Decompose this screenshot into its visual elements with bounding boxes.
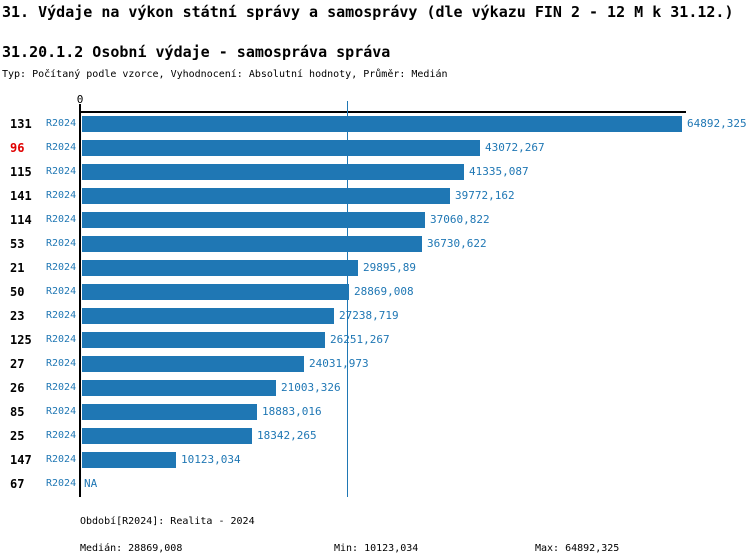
row-period-label: R2024 (46, 286, 77, 297)
row-period-label: R2024 (46, 430, 77, 441)
row-code-label: 85 (10, 405, 25, 419)
chart-subtitle: 31.20.1.2 Osobní výdaje - samospráva spr… (2, 43, 391, 61)
x-axis-line (79, 111, 686, 113)
value-bar (82, 428, 252, 444)
value-label: 43072,267 (485, 141, 545, 154)
value-bar (82, 332, 325, 348)
value-bar (82, 404, 257, 420)
row-code-label: 147 (10, 453, 32, 467)
row-code-label: 115 (10, 165, 32, 179)
row-code-label: 53 (10, 237, 25, 251)
value-label: 18342,265 (257, 429, 317, 442)
value-bar (82, 452, 176, 468)
x-axis-zero-tick-label: 0 (76, 93, 84, 106)
row-code-label: 50 (10, 285, 25, 299)
y-axis-line (79, 104, 81, 497)
row-code-label: 21 (10, 261, 25, 275)
value-bar (82, 140, 480, 156)
row-period-label: R2024 (46, 382, 77, 393)
footer-max-text: Max: 64892,325 (535, 543, 620, 554)
value-label: 27238,719 (339, 309, 399, 322)
row-code-label: 27 (10, 357, 25, 371)
row-period-label: R2024 (46, 142, 77, 153)
row-period-label: R2024 (46, 166, 77, 177)
value-label: 64892,325 (687, 117, 747, 130)
row-code-label: 26 (10, 381, 25, 395)
value-label: 41335,087 (469, 165, 529, 178)
value-bar (82, 260, 358, 276)
row-period-label: R2024 (46, 334, 77, 345)
footer-min-text: Min: 10123,034 (334, 543, 419, 554)
value-label: 37060,822 (430, 213, 490, 226)
row-code-label: 25 (10, 429, 25, 443)
value-label: 36730,622 (427, 237, 487, 250)
row-code-label: 114 (10, 213, 32, 227)
value-bar (82, 212, 425, 228)
value-bar (82, 284, 349, 300)
footer-period-text: Období[R2024]: Realita - 2024 (80, 516, 255, 527)
value-label: 39772,162 (455, 189, 515, 202)
value-bar (82, 308, 334, 324)
value-label: 21003,326 (281, 381, 341, 394)
row-code-label: 125 (10, 333, 32, 347)
value-bar (82, 188, 450, 204)
value-bar (82, 356, 304, 372)
value-label: 29895,89 (363, 261, 416, 274)
value-bar (82, 164, 464, 180)
value-bar (82, 236, 422, 252)
value-label: 18883,016 (262, 405, 322, 418)
row-code-label: 23 (10, 309, 25, 323)
footer-median-text: Medián: 28869,008 (80, 543, 183, 554)
row-code-label: 141 (10, 189, 32, 203)
row-period-label: R2024 (46, 190, 77, 201)
row-period-label: R2024 (46, 214, 77, 225)
row-period-label: R2024 (46, 238, 77, 249)
value-label: NA (84, 477, 98, 490)
value-bar (82, 380, 276, 396)
row-period-label: R2024 (46, 406, 77, 417)
row-code-label: 96 (10, 141, 25, 155)
row-period-label: R2024 (46, 118, 77, 129)
value-label: 26251,267 (330, 333, 390, 346)
row-period-label: R2024 (46, 454, 77, 465)
value-label: 28869,008 (354, 285, 414, 298)
row-period-label: R2024 (46, 310, 77, 321)
chart-meta-line: Typ: Počítaný podle vzorce, Vyhodnocení:… (2, 69, 448, 80)
page-title: 31. Výdaje na výkon státní správy a samo… (2, 3, 734, 21)
value-label: 24031,973 (309, 357, 369, 370)
row-period-label: R2024 (46, 358, 77, 369)
row-code-label: 131 (10, 117, 32, 131)
row-period-label: R2024 (46, 478, 77, 489)
row-code-label: 67 (10, 477, 25, 491)
value-bar (82, 116, 682, 132)
row-period-label: R2024 (46, 262, 77, 273)
value-label: 10123,034 (181, 453, 241, 466)
